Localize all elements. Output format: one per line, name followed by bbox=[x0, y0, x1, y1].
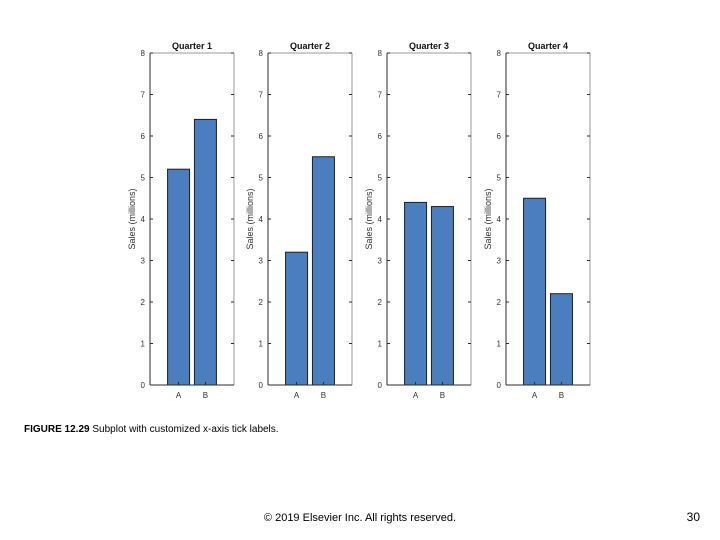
subplot-title: Quarter 3 bbox=[409, 41, 449, 51]
y-tick-label: 8 bbox=[497, 49, 502, 58]
bar-b bbox=[311, 156, 335, 386]
y-tick-label: 1 bbox=[378, 340, 383, 349]
y-tick-label: 2 bbox=[378, 298, 383, 307]
x-tick-label: B bbox=[321, 391, 326, 400]
figure-caption: FIGURE 12.29 Subplot with customized x-a… bbox=[24, 424, 279, 435]
y-tick-label: 5 bbox=[259, 174, 264, 183]
y-tick-label: 1 bbox=[141, 340, 146, 349]
x-tick-label: A bbox=[176, 391, 182, 400]
y-tick-label: 6 bbox=[259, 132, 264, 141]
y-tick-label: 2 bbox=[497, 298, 502, 307]
y-tick-label: 0 bbox=[259, 381, 264, 390]
bar-a bbox=[404, 201, 428, 386]
y-tick-label: 3 bbox=[141, 257, 146, 266]
bar-a bbox=[523, 197, 547, 386]
y-tick-label: 2 bbox=[259, 298, 264, 307]
y-tick-label: 6 bbox=[378, 132, 383, 141]
subplot-2: 0 1 2 3 4 5 6 7 8 A B Quarter 2 Sales (millions) bbox=[245, 41, 353, 400]
bar-b bbox=[193, 118, 217, 386]
y-tick-label: 7 bbox=[378, 91, 383, 100]
y-tick-label: 8 bbox=[378, 49, 383, 58]
y-tick-label: 8 bbox=[141, 49, 146, 58]
y-tick-label: 3 bbox=[497, 257, 502, 266]
x-tick-label: B bbox=[440, 391, 445, 400]
y-axis-label: Sales (millions) bbox=[364, 188, 374, 249]
copyright-notice: © 2019 Elsevier Inc. All rights reserved… bbox=[263, 512, 457, 524]
y-axis-label: Sales (millions) bbox=[245, 188, 255, 249]
bar-a bbox=[167, 168, 191, 386]
figure-subplots: 0 1 2 3 4 5 6 7 8 A B Quarter 1 Sales (millions) 0 1 2 3… bbox=[127, 41, 591, 400]
bar-b bbox=[430, 206, 454, 386]
y-tick-label: 8 bbox=[259, 49, 264, 58]
x-tick-label: B bbox=[559, 391, 564, 400]
y-tick-label: 4 bbox=[259, 215, 264, 224]
y-axis-label: Sales (millions) bbox=[483, 188, 493, 249]
y-tick-label: 5 bbox=[141, 174, 146, 183]
subplot-1: 0 1 2 3 4 5 6 7 8 A B Quarter 1 Sales (millions) bbox=[127, 41, 235, 400]
y-tick-label: 6 bbox=[141, 132, 146, 141]
y-tick-label: 7 bbox=[497, 91, 502, 100]
y-tick-label: 0 bbox=[497, 381, 502, 390]
caption-text: Subplot with customized x-axis tick labe… bbox=[92, 424, 279, 435]
y-tick-label: 7 bbox=[259, 91, 264, 100]
bar-a bbox=[285, 251, 309, 386]
subplot-title: Quarter 2 bbox=[290, 41, 330, 51]
y-tick-label: 1 bbox=[259, 340, 264, 349]
subplot-4: 0 1 2 3 4 5 6 7 8 A B Quarter 4 Sales (millions) bbox=[483, 41, 591, 400]
y-axis-label: Sales (millions) bbox=[127, 188, 137, 249]
y-tick-label: 3 bbox=[259, 257, 264, 266]
caption-label: FIGURE 12.29 bbox=[24, 424, 90, 435]
x-tick-label: A bbox=[294, 391, 300, 400]
x-tick-label: A bbox=[413, 391, 419, 400]
y-tick-label: 4 bbox=[497, 215, 502, 224]
page-number: 30 bbox=[686, 510, 700, 524]
y-tick-label: 5 bbox=[378, 174, 383, 183]
y-tick-label: 4 bbox=[378, 215, 383, 224]
subplot-3: 0 1 2 3 4 5 6 7 8 A B Quarter 3 Sales (millions) bbox=[364, 41, 472, 400]
y-tick-label: 4 bbox=[141, 215, 146, 224]
y-tick-label: 2 bbox=[141, 298, 146, 307]
y-tick-label: 0 bbox=[378, 381, 383, 390]
subplot-title: Quarter 1 bbox=[172, 41, 212, 51]
subplot-title: Quarter 4 bbox=[528, 41, 568, 51]
y-tick-label: 6 bbox=[497, 132, 502, 141]
y-tick-label: 3 bbox=[378, 257, 383, 266]
x-tick-label: A bbox=[532, 391, 538, 400]
y-tick-label: 5 bbox=[497, 174, 502, 183]
x-tick-label: B bbox=[203, 391, 208, 400]
y-tick-label: 1 bbox=[497, 340, 502, 349]
y-tick-label: 0 bbox=[141, 381, 146, 390]
y-tick-label: 7 bbox=[141, 91, 146, 100]
bar-b bbox=[549, 293, 573, 386]
